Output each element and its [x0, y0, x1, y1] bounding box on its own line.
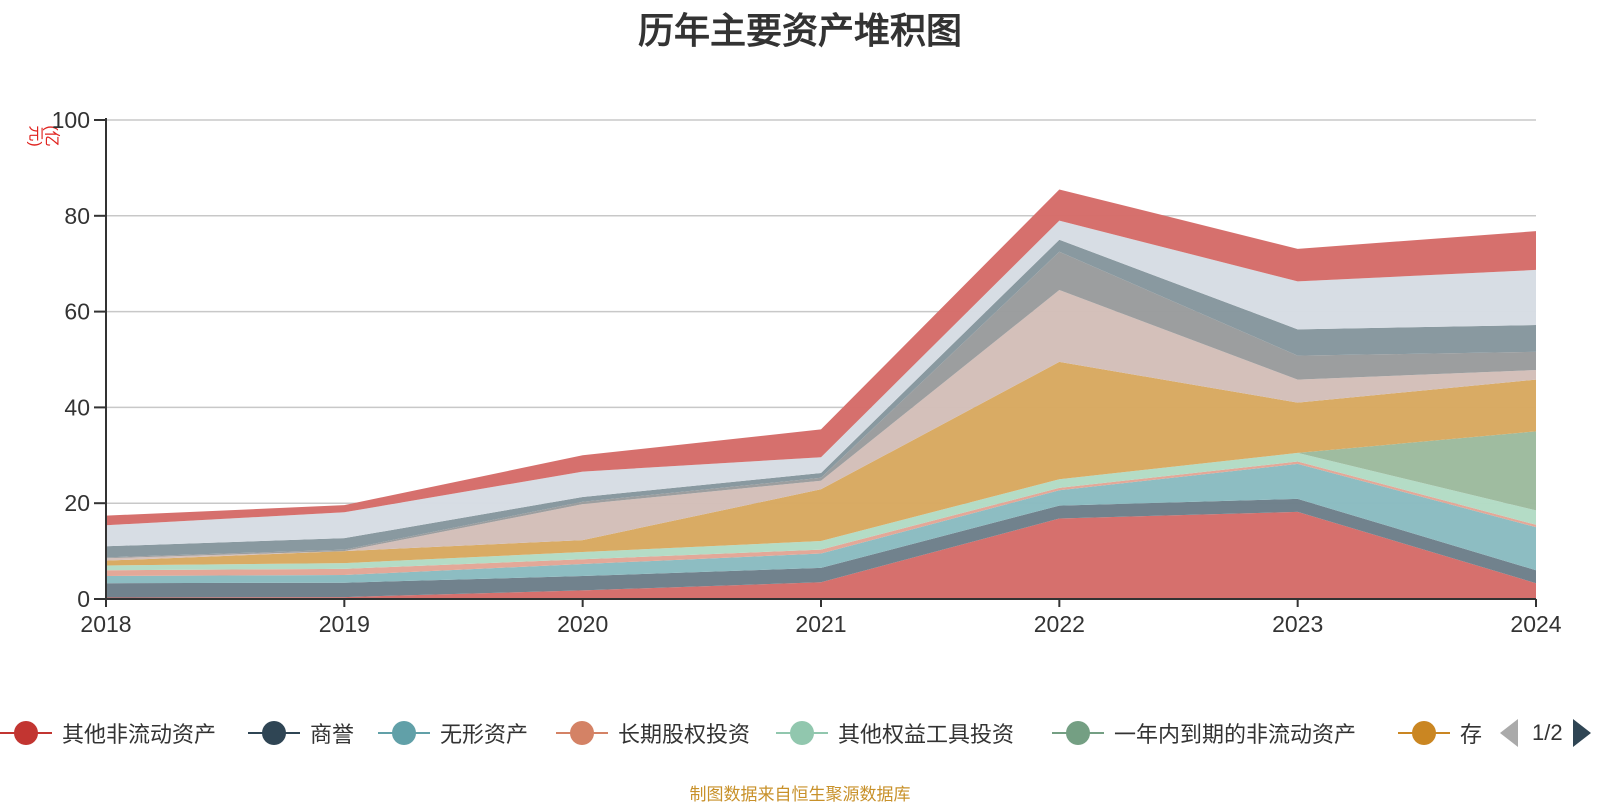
legend-label: 无形资产 — [440, 722, 529, 747]
legend-label: 一年内到期的非流动资产 — [1114, 722, 1357, 747]
y-tick-label: 40 — [64, 394, 90, 420]
area-series-8 — [106, 251, 1536, 559]
legend-symbol — [556, 719, 608, 747]
legend-dot — [1066, 721, 1090, 745]
legend-dot — [1412, 721, 1436, 745]
area-series-4 — [106, 452, 1536, 571]
legend-item-goodwill[interactable]: 商誉 — [248, 713, 354, 753]
legend-label: 长期股权投资 — [618, 722, 751, 747]
legend-label: 其他非流动资产 — [62, 722, 217, 747]
area-series-5 — [106, 431, 1536, 566]
legend-symbol — [1052, 719, 1104, 747]
legend-label: 其他权益工具投资 — [838, 722, 1015, 747]
legend-item-inventory[interactable]: 存 — [1398, 713, 1482, 753]
legend-item-long-term-equity-investment[interactable]: 长期股权投资 — [556, 713, 750, 753]
legend: 其他非流动资产 商誉 无形资产 长期股权投资 其他权益工具投资 — [0, 713, 1600, 753]
data-source-note: 制图数据来自恒生聚源数据库 — [689, 785, 911, 804]
stacked-area-chart: 0 20 40 60 80 100 2018 2019 2020 2021 2022 2023 2024 — [52, 107, 1562, 637]
x-tick-label: 2019 — [319, 611, 370, 637]
legend-label: 存 — [1460, 722, 1483, 747]
legend-symbol — [1398, 719, 1450, 747]
legend-prev-page-icon[interactable] — [1500, 719, 1518, 747]
area-series-0 — [106, 511, 1536, 599]
x-tick-label: 2018 — [80, 611, 131, 637]
x-tick-label: 2022 — [1034, 611, 1085, 637]
legend-pager: 1/2 — [1500, 713, 1591, 753]
legend-dot — [392, 721, 416, 745]
legend-dot — [570, 721, 594, 745]
legend-page-indicator: 1/2 — [1532, 720, 1563, 745]
legend-symbol — [776, 719, 828, 747]
legend-item-other-noncurrent-assets[interactable]: 其他非流动资产 — [0, 713, 216, 753]
legend-dot — [262, 721, 286, 745]
area-series-1 — [106, 498, 1536, 598]
legend-symbol — [248, 719, 300, 747]
legend-item-other-equity-instruments[interactable]: 其他权益工具投资 — [776, 713, 1014, 753]
legend-symbol — [0, 719, 52, 747]
y-tick-label: 0 — [77, 586, 90, 612]
x-tick-label: 2020 — [557, 611, 608, 637]
legend-next-page-icon[interactable] — [1572, 719, 1591, 747]
legend-item-noncurrent-due-within-year[interactable]: 一年内到期的非流动资产 — [1052, 713, 1356, 753]
axis-layer: 0 20 40 60 80 100 2018 2019 2020 2021 2022 2023 2024 — [52, 107, 1562, 637]
y-tick-label: 60 — [64, 299, 90, 325]
legend-dot — [790, 721, 814, 745]
legend-item-intangible-assets[interactable]: 无形资产 — [378, 713, 528, 753]
x-tick-label: 2023 — [1272, 611, 1323, 637]
area-layer — [106, 189, 1536, 599]
area-series-3 — [106, 461, 1536, 577]
legend-label: 商誉 — [310, 722, 355, 747]
area-series-6 — [106, 361, 1536, 566]
area-series-7 — [106, 290, 1536, 561]
x-tick-label: 2021 — [795, 611, 846, 637]
legend-symbol — [378, 719, 430, 747]
legend-dot — [14, 721, 38, 745]
area-series-2 — [106, 463, 1536, 584]
chart-title: 历年主要资产堆积图 — [637, 10, 962, 51]
y-tick-label: 80 — [64, 203, 90, 229]
y-tick-label: 20 — [64, 490, 90, 516]
y-tick-label: 100 — [52, 107, 90, 133]
x-tick-label: 2024 — [1510, 611, 1561, 637]
